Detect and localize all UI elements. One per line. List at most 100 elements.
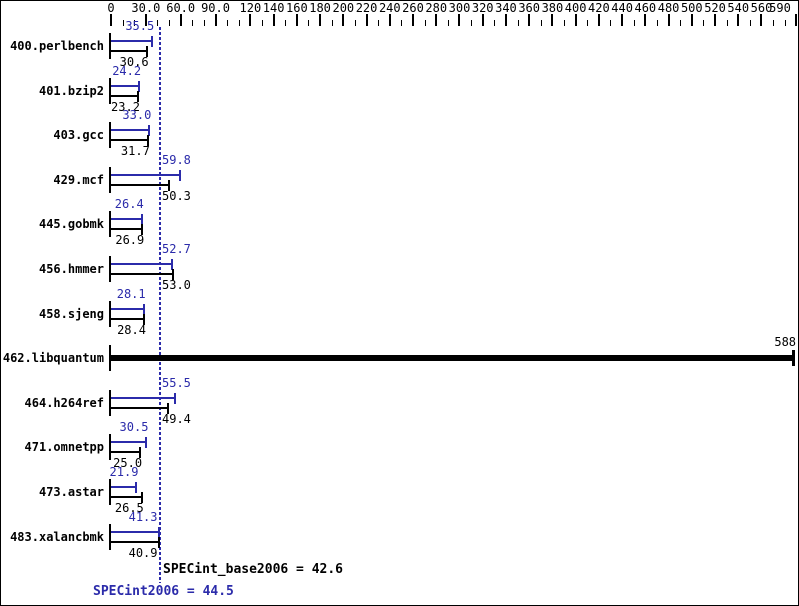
base-value-label: 28.4 [117, 322, 146, 337]
axis-minor-tick [355, 20, 356, 26]
peak-bar [111, 530, 159, 533]
base-bar [111, 540, 159, 543]
axis-major-tick [691, 14, 693, 26]
axis-tick-label: 320 [471, 1, 494, 15]
axis-major-tick [737, 14, 739, 26]
peak-bar-end-cap [151, 36, 154, 47]
base-bar [111, 451, 141, 454]
axis-tick-label: 260 [402, 1, 424, 15]
base-bar-end-cap [142, 313, 145, 325]
base-bar-end-cap [168, 179, 171, 191]
base-value-label: 30.6 [119, 55, 149, 69]
base-bar [111, 273, 173, 275]
axis-tick-label: 90.0 [201, 1, 230, 15]
axis-major-tick [621, 14, 623, 26]
peak-bar-end-cap [145, 437, 148, 449]
axis-tick-label: 460 [634, 1, 657, 15]
axis-tick-label: 280 [425, 1, 448, 15]
peak-value-label: 21.9 [109, 465, 139, 479]
peak-value-label: 55.5 [162, 375, 191, 390]
axis-minor-tick [378, 20, 379, 26]
base-value-label: 23.2 [111, 99, 140, 114]
axis-major-tick [528, 14, 530, 26]
peak-bar-end-cap [142, 303, 145, 315]
axis-minor-tick [239, 20, 240, 26]
axis-tick-label: 180 [309, 1, 331, 15]
base-bar-end-cap [139, 447, 142, 459]
axis-tick-label: 500 [680, 1, 703, 15]
axis-minor-tick [750, 20, 751, 26]
peak-value-label: 59.8 [162, 152, 191, 167]
axis-minor-tick [401, 20, 402, 26]
axis-major-tick [644, 14, 646, 26]
axis-major-tick [273, 14, 275, 26]
base-bar [111, 183, 170, 186]
axis-tick-label: 420 [588, 1, 610, 15]
axis-tick-label: 480 [657, 1, 680, 15]
axis-tick-label: 300 [448, 1, 471, 15]
benchmark-label: 458.sjeng [38, 306, 104, 321]
base-mean-reference-line [159, 27, 161, 583]
peak-bar [111, 173, 181, 176]
peak-value-label: 35.5 [125, 19, 155, 33]
axis-tick-label: 160 [286, 1, 308, 15]
axis-minor-tick [494, 20, 495, 26]
axis-major-tick [296, 14, 298, 26]
axis-major-tick [598, 14, 600, 26]
base-bar-end-cap [141, 224, 144, 236]
axis-tick-label: 380 [541, 1, 564, 15]
peak-bar [111, 307, 144, 310]
axis-tick-label: 140 [262, 1, 285, 15]
axis-minor-tick [541, 20, 542, 26]
base-value-label: 588 [774, 335, 797, 350]
base-value-label: 50.3 [162, 188, 191, 203]
axis-tick-label: 520 [704, 1, 726, 15]
axis-tick-label: 200 [332, 1, 355, 15]
axis-major-tick [249, 14, 251, 26]
base-bar [111, 406, 169, 409]
peak-bar [111, 40, 153, 42]
axis-tick-label: 540 [727, 1, 750, 15]
axis-major-tick [319, 14, 321, 26]
axis-tick-label: 340 [495, 1, 517, 15]
axis-minor-tick [262, 20, 263, 26]
axis-minor-tick [564, 20, 565, 26]
base-bar-end-cap [145, 46, 148, 57]
base-bar-end-cap [146, 135, 149, 147]
axis-minor-tick [610, 20, 611, 26]
axis-minor-tick [773, 20, 774, 26]
axis-tick-label: 590 [769, 1, 791, 15]
axis-major-tick [412, 14, 414, 26]
axis-major-tick [110, 14, 112, 26]
benchmark-label: 403.gcc [53, 128, 104, 143]
base-bar-end-cap [171, 269, 174, 280]
row-origin-tick [109, 77, 111, 104]
axis-tick-label: 60.0 [166, 1, 196, 15]
peak-bar-end-cap [171, 259, 174, 270]
base-value-label: 40.9 [128, 545, 158, 560]
axis-tick-label: 560 [750, 1, 773, 15]
axis-tick-label: 220 [355, 1, 378, 15]
peak-bar-end-cap [140, 214, 143, 226]
axis-major-tick [215, 14, 217, 26]
base-bar [111, 496, 142, 498]
base-bar-end-cap [157, 536, 160, 548]
row-origin-tick [109, 523, 111, 550]
row-origin-tick [109, 434, 111, 461]
axis-minor-tick [123, 20, 124, 26]
axis-minor-tick [192, 20, 193, 26]
base-value-label: 49.4 [162, 411, 191, 426]
benchmark-label: 456.hmmer [38, 262, 104, 276]
peak-bar-end-cap [148, 125, 151, 137]
axis-minor-tick [657, 20, 658, 26]
axis-minor-tick [634, 20, 635, 26]
axis-minor-tick [308, 20, 309, 26]
peak-bar [111, 441, 147, 444]
base-bar [111, 139, 148, 142]
axis-major-tick [795, 14, 797, 26]
base-bar [111, 50, 147, 52]
axis-tick-label: 0 [107, 1, 115, 15]
peak-value-label: 30.5 [119, 420, 149, 435]
axis-major-tick [714, 14, 716, 26]
